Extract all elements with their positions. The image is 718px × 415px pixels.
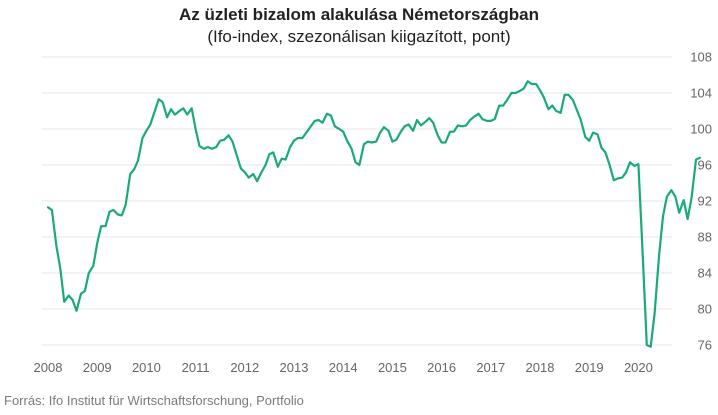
x-tick-label: 2008 (34, 360, 63, 375)
x-tick-label: 2010 (132, 360, 161, 375)
x-tick-label: 2019 (575, 360, 604, 375)
y-tick-label: 88 (698, 230, 712, 245)
x-axis-labels: 2008 2009 2010 2011 2012 2013 2014 2015 2016 2017… (34, 360, 653, 375)
x-tick-label: 2017 (476, 360, 505, 375)
y-tick-label: 100 (690, 122, 712, 137)
y-tick-label: 84 (698, 266, 712, 281)
series-lines (46, 80, 701, 348)
x-tick-label: 2012 (230, 360, 259, 375)
y-tick-label: 104 (690, 86, 712, 101)
x-tick-label: 2014 (329, 360, 358, 375)
y-axis-labels: 76 80 84 88 92 96 100 104 108 (690, 50, 712, 353)
x-tick-label: 2020 (624, 360, 653, 375)
x-tick-label: 2015 (378, 360, 407, 375)
y-tick-label: 76 (698, 338, 712, 353)
source-note: Forrás: Ifo Institut für Wirtschaftsfors… (4, 393, 304, 408)
y-tick-label: 108 (690, 50, 712, 65)
y-tick-label: 96 (698, 158, 712, 173)
gridlines (42, 56, 672, 346)
x-tick-label: 2009 (83, 360, 112, 375)
series-line-0 (46, 80, 701, 348)
x-tick-label: 2018 (526, 360, 555, 375)
x-tick-label: 2016 (427, 360, 456, 375)
x-tick-label: 2011 (182, 360, 210, 375)
chart-subtitle: (Ifo-index, szezonálisan kiigazított, po… (207, 27, 511, 46)
x-tick-label: 2013 (280, 360, 309, 375)
y-tick-label: 80 (698, 302, 712, 317)
y-tick-label: 92 (698, 194, 712, 209)
chart-title: Az üzleti bizalom alakulása Németországb… (179, 5, 539, 24)
